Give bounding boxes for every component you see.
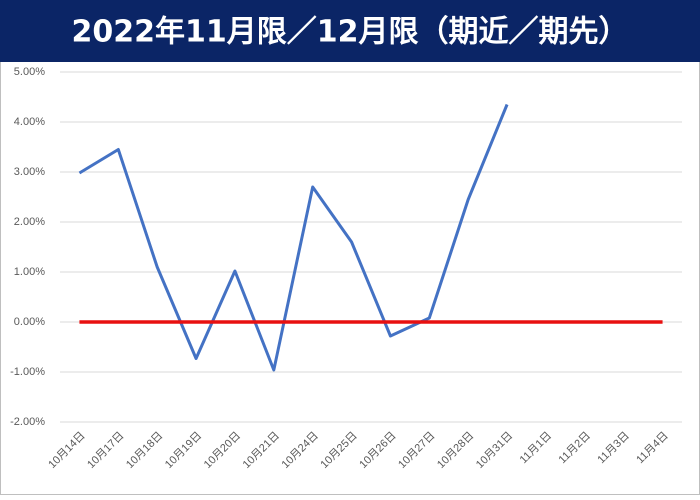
y-tick-label: 2.00% bbox=[14, 216, 45, 228]
y-tick-label: 3.00% bbox=[14, 166, 45, 178]
header bbox=[0, 0, 700, 62]
y-tick-label: 5.00% bbox=[14, 66, 45, 78]
series-line bbox=[78, 103, 509, 372]
y-tick-label: -1.00% bbox=[10, 366, 45, 378]
chart-title: 2022年11月限／12月限（期近／期先） bbox=[72, 15, 629, 50]
y-tick-label: 1.00% bbox=[14, 266, 45, 278]
y-tick-label: -2.00% bbox=[10, 416, 45, 428]
y-tick-label: 4.00% bbox=[14, 116, 45, 128]
y-tick-label: 0.00% bbox=[14, 316, 45, 328]
